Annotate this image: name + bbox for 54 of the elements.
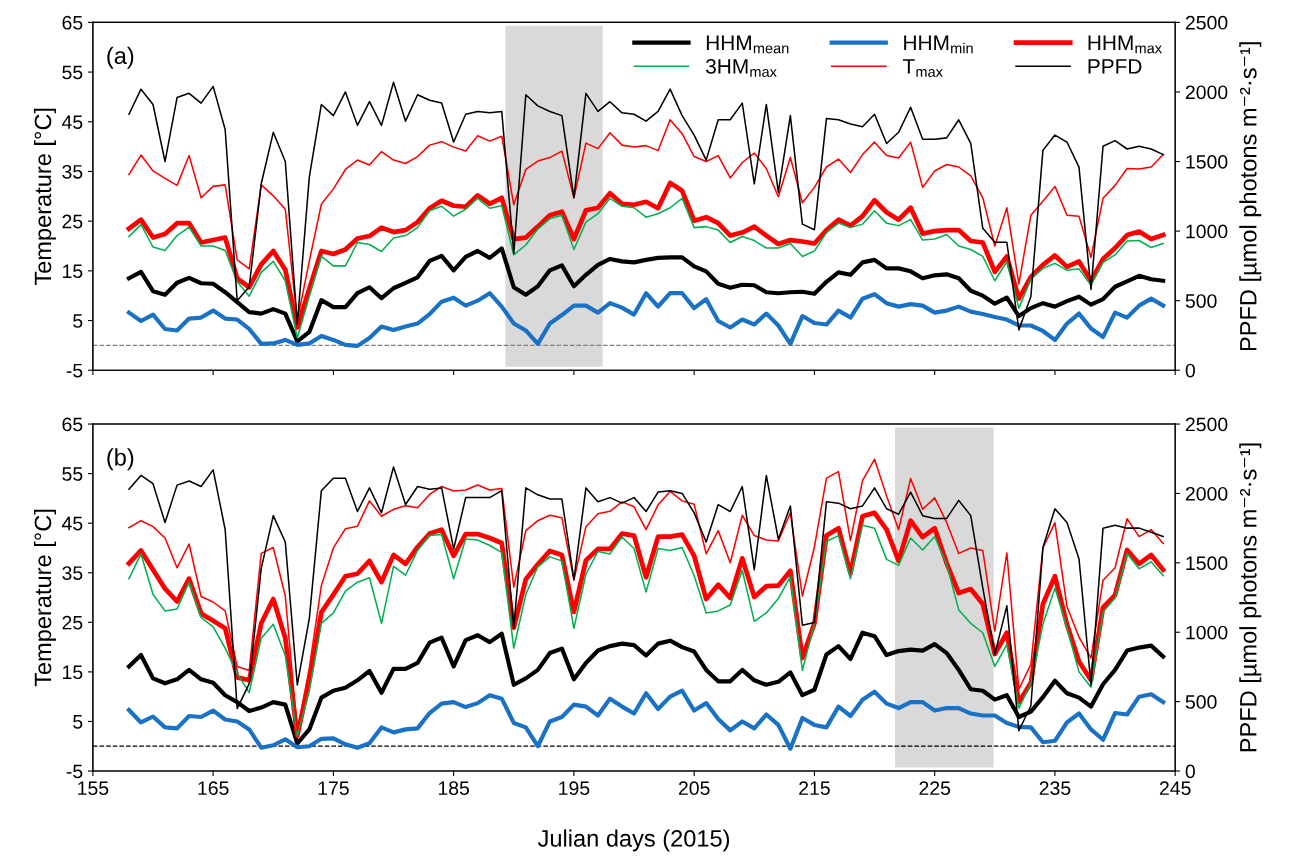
- y2-tick-label: 2500: [1185, 417, 1228, 432]
- y-tick-label: -5: [66, 764, 83, 779]
- y-tick-label: 15: [63, 665, 83, 680]
- y2-tick-label: 500: [1185, 695, 1217, 709]
- y-tick-label: 35: [62, 566, 83, 580]
- x-tick-label: 215: [799, 781, 830, 796]
- line-series: [126, 688, 1166, 751]
- y2-tick-label: 0: [1185, 764, 1195, 779]
- legend-label: HHM$_{mean}$: [706, 35, 789, 54]
- y-tick-label: 15: [63, 264, 83, 279]
- y-tick-label: 55: [62, 467, 83, 481]
- y2-tick-label: 1000: [1186, 224, 1228, 239]
- y-tick-label: 55: [62, 65, 83, 80]
- y2-tick-label: 2000: [1185, 85, 1228, 100]
- y2-tick-label: 1500: [1186, 556, 1228, 571]
- y-tick-label: 5: [73, 715, 83, 729]
- x-axis-title: Julian days (2015): [537, 829, 730, 852]
- y2-axis-title: PPFD [µmol photons m⁻²·s⁻¹]: [1239, 42, 1262, 351]
- x-tick-label: 185: [438, 781, 470, 796]
- line-series: [126, 291, 1166, 348]
- legend-label: HHM$_{min}$: [904, 35, 973, 54]
- y-tick-label: 45: [61, 115, 83, 130]
- y-axis-title: Temperature [°C]: [33, 108, 56, 286]
- legend-label: PPFD: [1088, 59, 1142, 74]
- x-tick-label: 175: [318, 781, 349, 796]
- y2-tick-label: 1500: [1186, 154, 1228, 169]
- line-series: [128, 197, 1164, 339]
- x-tick-label: 235: [1039, 781, 1071, 796]
- text: (b): [107, 448, 134, 471]
- y-tick-label: 25: [62, 214, 83, 229]
- text: (a): [107, 46, 134, 69]
- y-tick-label: 45: [61, 516, 83, 531]
- y-tick-label: 35: [62, 164, 83, 179]
- y-tick-label: 65: [62, 417, 83, 432]
- y-tick-label: 5: [73, 314, 83, 328]
- y2-tick-label: 500: [1185, 294, 1217, 308]
- y-tick-label: 25: [62, 615, 83, 630]
- x-tick-label: 155: [78, 781, 109, 796]
- x-tick-label: 195: [559, 781, 590, 796]
- x-tick-label: 225: [919, 781, 951, 796]
- legend-label: HHM$_{max}$: [1088, 35, 1162, 54]
- y2-tick-label: 2000: [1185, 486, 1228, 501]
- y-tick-label: -5: [66, 363, 83, 378]
- y2-tick-label: 1000: [1186, 625, 1228, 640]
- x-tick-label: 205: [678, 781, 710, 796]
- y-axis-title: Temperature [°C]: [33, 509, 56, 687]
- y2-tick-label: 0: [1185, 363, 1195, 378]
- x-tick-label: 245: [1159, 781, 1191, 796]
- legend-label: T$_{max}$: [902, 59, 943, 77]
- y2-axis-title: PPFD [µmol photons m⁻²·s⁻¹]: [1239, 443, 1262, 752]
- legend-label: 3HM$_{max}$: [705, 58, 777, 77]
- y-tick-label: 65: [62, 15, 83, 30]
- y2-tick-label: 2500: [1185, 15, 1228, 30]
- x-tick-label: 165: [198, 781, 229, 796]
